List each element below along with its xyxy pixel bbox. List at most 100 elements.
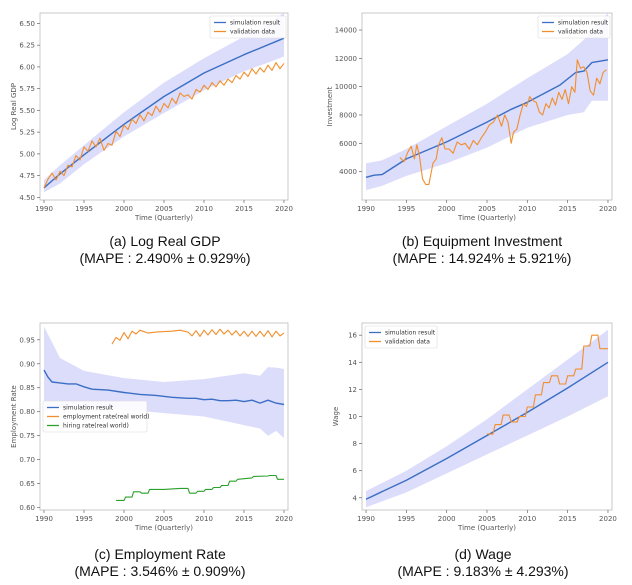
x-tick-label: 2005: [478, 515, 496, 523]
series-line-validation-data: [399, 59, 607, 185]
legend: simulation result validation data: [537, 15, 611, 39]
confidence-band: [44, 326, 284, 439]
x-tick-label: 2010: [195, 515, 213, 523]
x-axis-label: Time (Quarterly): [457, 524, 516, 532]
x-tick-label: 2010: [518, 205, 536, 213]
x-tick-label: 2015: [559, 515, 577, 523]
caption-c-mape: (MAPE : 3.546% ± 0.909%): [74, 563, 246, 579]
chart-log-real-gdp: 1990 1995 2000 2005 2010 2015 2020 4.50 4.75 5.00…: [10, 12, 293, 222]
series-line-validation-data: [487, 334, 608, 435]
x-tick-label: 1995: [397, 205, 415, 213]
y-tick-label: 6.00: [19, 63, 35, 71]
y-tick-label: 0.70: [19, 456, 35, 464]
y-tick-label: 8: [353, 440, 357, 448]
y-tick-label: 0.90: [19, 360, 35, 368]
caption-b: (b) Equipment Investment (MAPE : 14.924%…: [357, 233, 607, 267]
series-line-hiring-rate-real-world-: [116, 474, 284, 501]
y-tick-label: 14000: [335, 27, 357, 35]
x-tick-label: 1990: [357, 205, 375, 213]
legend-label: validation data: [385, 339, 430, 346]
x-tick-label: 2015: [235, 205, 253, 213]
y-tick-label: 10: [348, 413, 357, 421]
y-tick-label: 5.75: [19, 85, 35, 93]
caption-a-title: (a) Log Real GDP: [109, 233, 221, 249]
x-tick-label: 2005: [155, 515, 173, 523]
x-axis-label: Time (Quarterly): [134, 214, 193, 222]
legend-label: hiring rate(real world): [63, 423, 129, 430]
confidence-band: [366, 13, 608, 191]
y-tick-label: 16: [348, 332, 357, 340]
confidence-band: [366, 329, 608, 508]
legend-box: [364, 325, 438, 349]
legend-label: simulation result: [63, 405, 114, 412]
y-tick-label: 4: [353, 494, 358, 502]
y-tick-label: 5.00: [19, 150, 35, 158]
x-tick-label: 2020: [275, 205, 293, 213]
caption-d: (d) Wage (MAPE : 9.183% ± 4.293%): [358, 546, 608, 580]
x-axis-label: Time (Quarterly): [134, 524, 193, 532]
y-tick-label: 0.65: [19, 480, 35, 488]
legend-label: employment rate(real world): [63, 414, 150, 421]
x-tick-label: 2000: [115, 205, 133, 213]
y-tick-label: 4000: [339, 168, 357, 176]
y-tick-label: 12: [348, 386, 357, 394]
legend-label: simulation result: [558, 20, 609, 27]
x-tick-label: 2015: [559, 205, 577, 213]
legend: simulation result validation data: [209, 15, 287, 39]
x-tick-label: 1995: [397, 515, 415, 523]
y-tick-label: 4.75: [19, 172, 35, 180]
x-tick-label: 2000: [438, 515, 456, 523]
x-tick-label: 2020: [599, 205, 617, 213]
legend-box: [209, 15, 287, 39]
legend-box: [42, 400, 148, 433]
chart-equipment-investment: 1990 1995 2000 2005 2010 2015 2020 4000 6000 8000…: [326, 12, 617, 222]
legend-label: validation data: [230, 29, 275, 36]
series-line-employment-rate-real-world-: [111, 328, 285, 345]
y-tick-label: 6: [353, 467, 358, 475]
y-tick-label: 14: [348, 359, 357, 367]
x-tick-label: 2000: [115, 515, 133, 523]
y-tick-label: 8000: [339, 112, 357, 120]
x-tick-label: 2000: [438, 205, 456, 213]
series-line-simulation-result: [43, 37, 285, 189]
caption-a-mape: (MAPE : 2.490% ± 0.929%): [79, 250, 251, 266]
x-tick-label: 2015: [235, 515, 253, 523]
x-tick-label: 2005: [478, 205, 496, 213]
x-tick-label: 1995: [75, 205, 93, 213]
x-tick-label: 2010: [195, 205, 213, 213]
y-tick-label: 5.50: [19, 107, 35, 115]
legend-label: validation data: [558, 29, 603, 36]
x-tick-label: 2020: [599, 515, 617, 523]
x-tick-label: 2020: [275, 515, 293, 523]
caption-c-title: (c) Employment Rate: [94, 546, 226, 562]
y-tick-label: 0.95: [19, 336, 35, 344]
y-tick-label: 0.75: [19, 432, 35, 440]
legend-box: [537, 15, 611, 39]
x-axis-label: Time (Quarterly): [457, 214, 516, 222]
y-tick-label: 4.50: [19, 194, 35, 202]
series-line-simulation-result: [365, 361, 609, 500]
chart-wage: 1990 1995 2000 2005 2010 2015 2020 4 6 8 10 12 14 16 T…: [332, 322, 617, 532]
caption-a: (a) Log Real GDP (MAPE : 2.490% ± 0.929%…: [40, 233, 290, 267]
confidence-band: [44, 13, 284, 193]
legend: simulation result validation data: [364, 325, 438, 349]
caption-d-mape: (MAPE : 9.183% ± 4.293%): [397, 563, 569, 579]
x-tick-label: 2005: [155, 205, 173, 213]
x-tick-label: 1990: [35, 205, 53, 213]
y-axis-label: Wage: [332, 407, 340, 427]
legend-label: simulation result: [385, 330, 436, 337]
y-tick-label: 6.25: [19, 42, 35, 50]
y-tick-label: 0.60: [19, 504, 35, 512]
y-tick-label: 0.85: [19, 384, 35, 392]
y-axis-label: Log Real GDP: [10, 83, 18, 130]
x-tick-label: 1990: [35, 515, 53, 523]
legend: simulation result employment rate(real wo…: [42, 400, 150, 433]
y-tick-label: 0.80: [19, 408, 35, 416]
y-tick-label: 6000: [339, 140, 357, 148]
y-axis-label: Investment: [326, 86, 334, 126]
series-line-validation-data: [43, 62, 285, 189]
legend-label: simulation result: [230, 20, 281, 27]
series-line-simulation-result: [43, 369, 285, 406]
caption-c: (c) Employment Rate (MAPE : 3.546% ± 0.9…: [35, 546, 285, 580]
